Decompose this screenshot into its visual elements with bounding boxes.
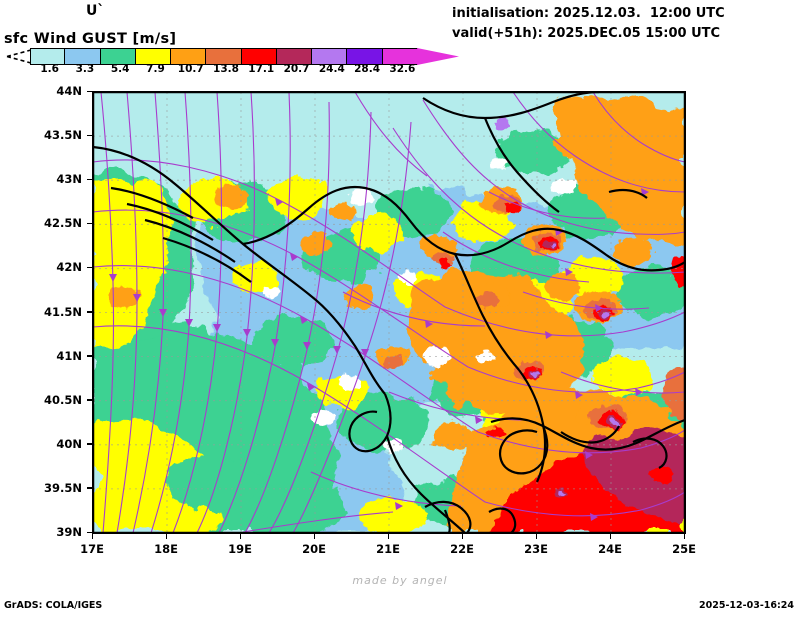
- y-tickmark: [87, 531, 93, 533]
- grads-credit: GrADS: COLA/IGES: [4, 600, 103, 611]
- colorbar-swatch-3: [135, 48, 172, 65]
- y-tick-41.5N: 41.5N: [44, 304, 82, 319]
- y-tick-41N: 41N: [56, 348, 82, 363]
- colorbar-swatch-4: [171, 48, 207, 65]
- colorbar-tick-7.9: 7.9: [146, 63, 165, 75]
- colorbar-tick-24.4: 24.4: [318, 63, 345, 75]
- colorbar-swatch-1: [65, 48, 101, 65]
- colorbar-swatch-6: [241, 48, 277, 65]
- x-tick-22E: 22E: [450, 542, 474, 556]
- y-tick-43N: 43N: [56, 172, 82, 187]
- colorbar-swatch-10: [382, 48, 418, 65]
- x-tickmark: [91, 533, 93, 539]
- weather-map-plot[interactable]: [92, 91, 686, 534]
- x-tick-23E: 23E: [524, 542, 548, 556]
- x-tick-21E: 21E: [376, 542, 400, 556]
- x-tick-19E: 19E: [228, 542, 252, 556]
- y-axis: 44N 43.5N 43N 42.5N 42N 41.5N 41N 40.5N 40N 39.5N…: [0, 0, 88, 618]
- colorbar-tick-3.3: 3.3: [75, 63, 95, 75]
- x-tick-24E: 24E: [598, 542, 622, 556]
- colorbar-swatch-5: [206, 48, 242, 65]
- colorbar-above-max-arrow: [417, 48, 459, 65]
- y-tickmark: [87, 443, 93, 445]
- y-tickmark: [87, 222, 93, 225]
- x-tickmark: [535, 533, 537, 539]
- y-tick-44N: 44N: [56, 84, 82, 98]
- colorbar-tick-1.6: 1.6: [40, 63, 59, 75]
- render-timestamp: 2025-12-03-16:24: [699, 600, 794, 611]
- y-tick-40N: 40N: [56, 436, 82, 451]
- y-tick-43.5N: 43.5N: [44, 128, 82, 143]
- x-tickmark: [387, 533, 389, 539]
- colorbar-swatch-9: [347, 48, 383, 65]
- y-tickmark: [87, 266, 93, 269]
- field-label: sfc Wind GUST [m/s]: [4, 31, 177, 47]
- x-axis: 17E 18E 19E 20E 21E 22E 23E 24E 25E: [0, 538, 800, 558]
- initialisation-time: initialisation: 2025.12.03. 12:00 UTC: [452, 6, 725, 21]
- colorbar-tick-17.1: 17.1: [248, 63, 275, 75]
- coastlines-and-borders: [93, 92, 685, 533]
- x-tickmark: [683, 533, 685, 539]
- colorbar-tick-13.8: 13.8: [213, 63, 239, 75]
- x-tickmark: [239, 533, 241, 539]
- valid-time: valid(+51h): 2025.DEC.05 15:00 UTC: [452, 26, 721, 41]
- gust-contour-field: [93, 92, 685, 533]
- x-tickmark: [313, 533, 315, 539]
- colorbar-tick-28.4: 28.4: [354, 63, 381, 75]
- y-tickmark: [87, 90, 93, 92]
- colorbar-tick-20.7: 20.7: [283, 63, 310, 75]
- streamline-arrowheads: [109, 188, 649, 521]
- map-gridlines: [93, 92, 685, 533]
- y-tickmark: [87, 134, 93, 137]
- x-tick-18E: 18E: [154, 542, 178, 556]
- y-tick-39.5N: 39.5N: [44, 480, 82, 495]
- y-tick-40.5N: 40.5N: [44, 392, 82, 407]
- colorbar-swatch-0: [30, 48, 66, 65]
- y-tickmark: [87, 487, 93, 489]
- y-tick-42.5N: 42.5N: [44, 216, 82, 231]
- x-tick-25E: 25E: [672, 542, 696, 556]
- x-tick-17E: 17E: [80, 542, 104, 556]
- x-tickmark: [165, 533, 167, 539]
- x-tickmark: [609, 533, 611, 539]
- watermark: made by angel: [352, 574, 448, 587]
- colorbar-swatch-8: [312, 48, 348, 65]
- colorbar-tick-5.4: 5.4: [110, 63, 130, 75]
- colorbar-swatch-7: [276, 48, 313, 65]
- x-tickmark: [461, 533, 463, 539]
- y-tick-42N: 42N: [56, 260, 82, 275]
- colorbar-tick-10.7: 10.7: [177, 63, 204, 75]
- y-tickmark: [87, 311, 93, 313]
- y-tickmark: [87, 178, 93, 181]
- colorbar: [30, 48, 418, 65]
- y-tick-39N: 39N: [56, 525, 82, 539]
- colorbar-swatch-2: [100, 48, 136, 65]
- y-tickmark: [87, 355, 93, 357]
- variable-title: U`: [86, 3, 105, 19]
- y-tickmark: [87, 399, 93, 401]
- colorbar-tick-32.6: 32.6: [389, 63, 416, 75]
- x-tick-20E: 20E: [302, 542, 326, 556]
